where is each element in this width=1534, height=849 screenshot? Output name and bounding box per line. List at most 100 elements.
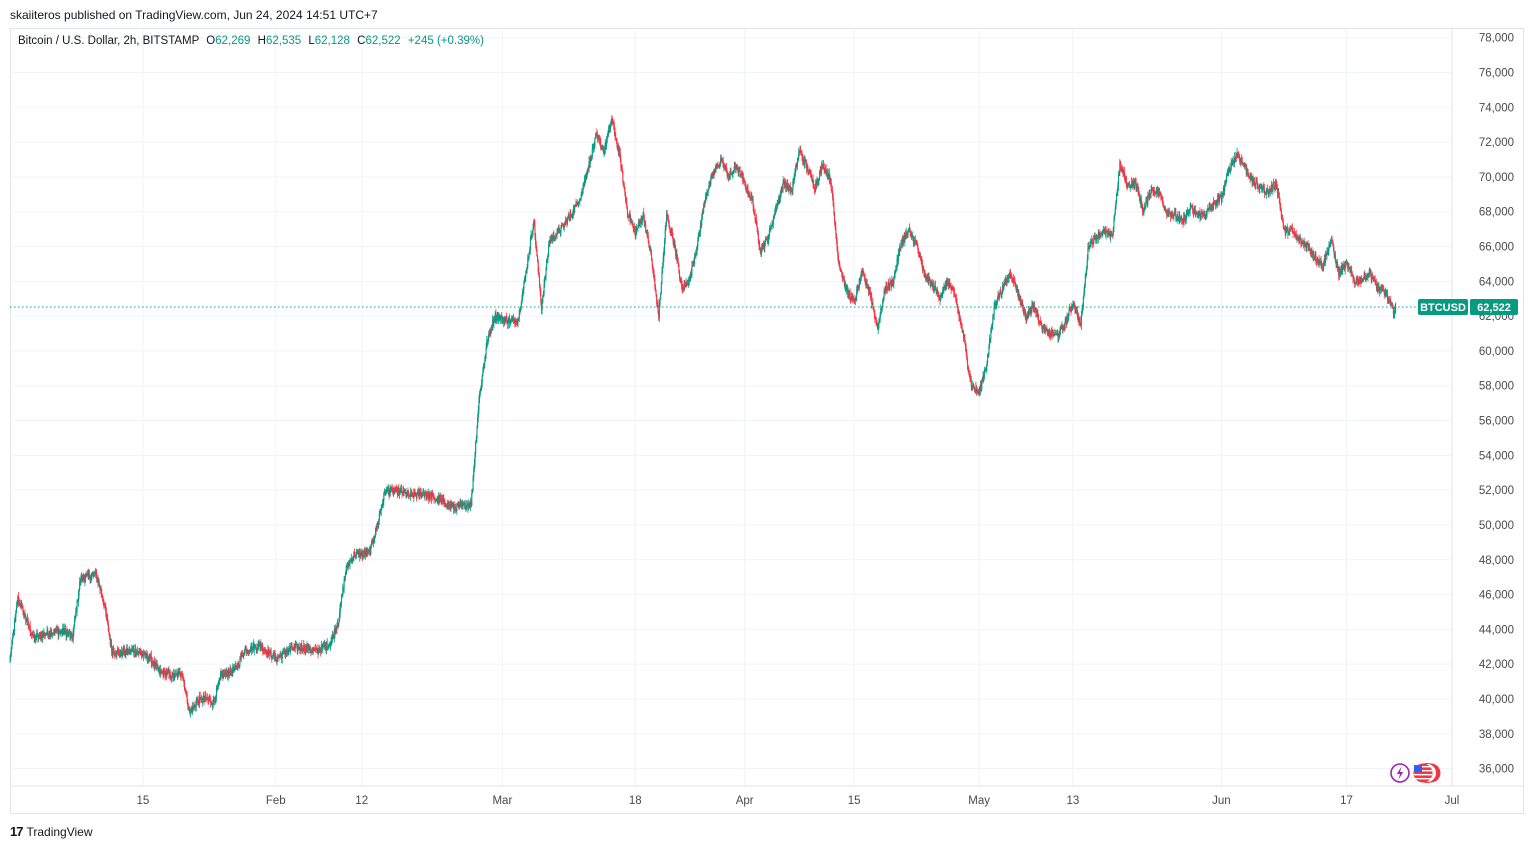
candle <box>253 642 255 656</box>
candle <box>699 219 701 237</box>
candle <box>1319 257 1321 266</box>
candle <box>559 227 561 234</box>
candle <box>604 145 606 156</box>
candle <box>69 628 71 641</box>
candle <box>643 207 645 223</box>
candle <box>1108 227 1110 237</box>
candle <box>198 700 200 708</box>
candle <box>1332 239 1334 247</box>
candle <box>809 169 812 178</box>
candle <box>611 115 613 125</box>
candle <box>118 649 120 659</box>
candle <box>737 166 739 177</box>
candle <box>939 294 941 306</box>
candle <box>942 286 944 295</box>
candle <box>1246 164 1248 176</box>
candle <box>294 640 296 653</box>
candle <box>9 654 11 663</box>
candle <box>888 282 890 292</box>
candle <box>789 184 791 190</box>
candle <box>1227 168 1229 176</box>
candle <box>286 646 289 656</box>
candle <box>139 647 141 655</box>
candle <box>662 252 664 269</box>
candle <box>1101 231 1103 236</box>
candle <box>18 599 20 606</box>
candle <box>686 280 688 288</box>
candle <box>1252 176 1254 187</box>
candle <box>185 690 188 698</box>
candle <box>934 281 936 292</box>
candle <box>673 238 675 249</box>
candle <box>891 277 894 287</box>
candle <box>451 501 453 508</box>
candle <box>131 644 133 653</box>
candle <box>977 389 980 396</box>
candle <box>555 232 557 241</box>
candle <box>1297 234 1299 241</box>
candle <box>758 239 760 251</box>
candle <box>449 500 451 512</box>
candle <box>311 647 313 656</box>
tradingview-brand[interactable]: 17 TradingView <box>10 824 93 839</box>
candle <box>561 222 563 226</box>
candle <box>1022 304 1024 315</box>
candle <box>1012 277 1014 284</box>
candle <box>600 144 602 151</box>
candle <box>54 628 56 637</box>
candle <box>423 491 425 499</box>
candle <box>189 708 191 718</box>
candle <box>1299 235 1301 244</box>
candle <box>384 489 386 496</box>
y-tick-label: 42,000 <box>1479 659 1514 671</box>
candle <box>1187 209 1189 217</box>
candle <box>823 162 825 175</box>
candle <box>164 668 166 681</box>
candle <box>746 188 748 194</box>
candle <box>318 645 320 654</box>
candle <box>1338 266 1340 281</box>
candle <box>1013 274 1015 287</box>
candle <box>1358 278 1360 286</box>
candle <box>305 644 307 653</box>
y-tick-label: 68,000 <box>1479 207 1514 219</box>
candle <box>227 667 229 682</box>
candle <box>471 488 473 494</box>
candle <box>180 670 182 678</box>
candle <box>854 298 856 305</box>
flag-icons[interactable] <box>1390 762 1446 784</box>
candle <box>546 258 548 271</box>
candle <box>1216 193 1219 208</box>
candle <box>1258 184 1260 194</box>
candle <box>707 188 709 196</box>
candle <box>200 696 202 700</box>
candle <box>1392 302 1394 309</box>
legend-change: +245 (+0.39%) <box>407 35 484 47</box>
candle <box>670 228 672 236</box>
candle <box>641 215 643 226</box>
candle <box>1021 300 1023 308</box>
candle <box>727 172 729 182</box>
candle <box>1100 232 1102 240</box>
candle <box>981 376 983 383</box>
candle <box>575 198 577 207</box>
us-flag-icon[interactable] <box>1413 763 1441 783</box>
candle <box>828 168 830 180</box>
candle <box>1053 333 1055 337</box>
candle <box>295 641 297 649</box>
candle <box>556 227 558 240</box>
candle <box>1387 297 1389 304</box>
candle <box>456 502 458 507</box>
candle <box>972 382 974 388</box>
candle <box>120 646 122 656</box>
candle <box>697 236 699 251</box>
lightning-icon[interactable] <box>1390 763 1410 783</box>
candle <box>937 290 939 298</box>
candle <box>1093 232 1095 240</box>
candle <box>1280 207 1282 220</box>
candle <box>129 648 132 655</box>
candle <box>133 644 135 657</box>
candle <box>573 204 575 216</box>
candle <box>578 201 580 208</box>
